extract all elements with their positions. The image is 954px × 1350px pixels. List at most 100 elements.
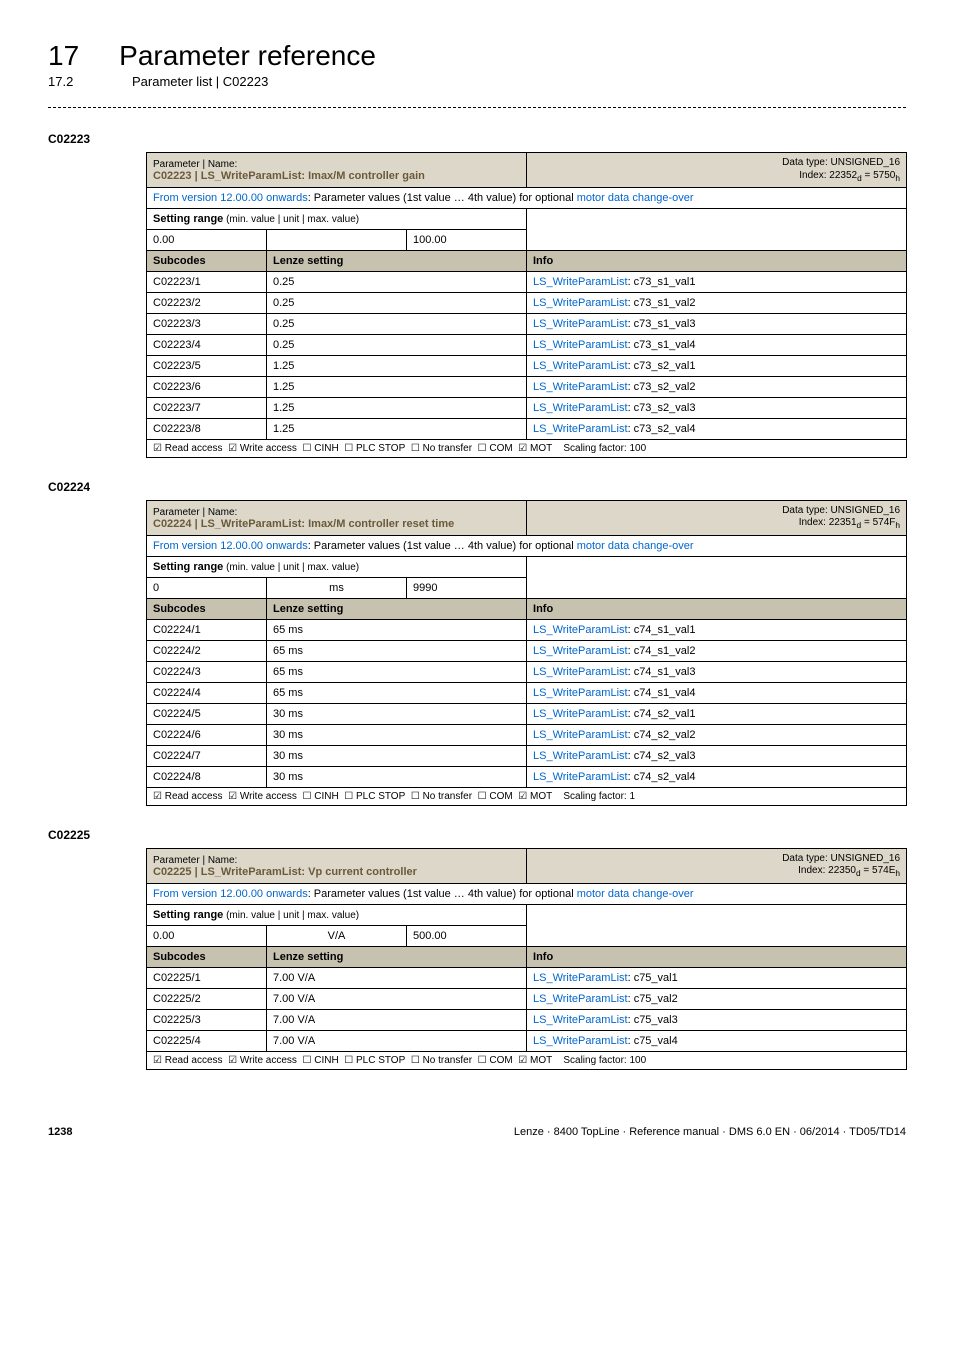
info-link[interactable]: LS_WriteParamList: [533, 624, 628, 636]
cell-value: 0.25: [267, 271, 527, 292]
cell-value: 0.25: [267, 334, 527, 355]
cell-value: 30 ms: [267, 724, 527, 745]
param-header-meta: Data type: UNSIGNED_16Index: 22351d = 57…: [527, 500, 907, 535]
param-code-heading: C02223: [48, 132, 906, 146]
cell-subcode: C02224/3: [147, 661, 267, 682]
table-row: C02223/61.25LS_WriteParamList: c73_s2_va…: [147, 376, 907, 397]
cell-info: LS_WriteParamList: c73_s2_val3: [527, 397, 907, 418]
range-min: 0.00: [147, 925, 267, 946]
col-subcodes: Subcodes: [147, 250, 267, 271]
table-row: C02225/47.00 V/ALS_WriteParamList: c75_v…: [147, 1030, 907, 1051]
cell-info: LS_WriteParamList: c74_s2_val3: [527, 745, 907, 766]
table-row: C02224/465 msLS_WriteParamList: c74_s1_v…: [147, 682, 907, 703]
table-row: C02223/81.25LS_WriteParamList: c73_s2_va…: [147, 418, 907, 439]
param-table: Parameter | Name:C02224 | LS_WriteParamL…: [146, 500, 907, 806]
table-row: C02223/51.25LS_WriteParamList: c73_s2_va…: [147, 355, 907, 376]
cell-subcode: C02224/6: [147, 724, 267, 745]
info-link[interactable]: LS_WriteParamList: [533, 318, 628, 330]
range-unit: V/A: [267, 925, 407, 946]
cell-subcode: C02223/5: [147, 355, 267, 376]
cell-info: LS_WriteParamList: c74_s1_val1: [527, 619, 907, 640]
setting-range-empty: [527, 904, 907, 946]
cell-subcode: C02224/5: [147, 703, 267, 724]
info-link[interactable]: LS_WriteParamList: [533, 339, 628, 351]
info-link[interactable]: LS_WriteParamList: [533, 708, 628, 720]
cell-info: LS_WriteParamList: c74_s1_val3: [527, 661, 907, 682]
info-link[interactable]: LS_WriteParamList: [533, 360, 628, 372]
setting-range-empty: [527, 556, 907, 598]
section-line: 17.2 Parameter list | C02223: [48, 74, 906, 89]
info-link[interactable]: LS_WriteParamList: [533, 972, 628, 984]
param-code-heading: C02224: [48, 480, 906, 494]
cell-info: LS_WriteParamList: c73_s1_val2: [527, 292, 907, 313]
cell-value: 7.00 V/A: [267, 988, 527, 1009]
range-unit: [267, 229, 407, 250]
cell-value: 30 ms: [267, 745, 527, 766]
cell-info: LS_WriteParamList: c74_s1_val2: [527, 640, 907, 661]
table-row: C02223/20.25LS_WriteParamList: c73_s1_va…: [147, 292, 907, 313]
col-info: Info: [527, 250, 907, 271]
cell-info: LS_WriteParamList: c74_s2_val4: [527, 766, 907, 787]
info-link[interactable]: LS_WriteParamList: [533, 297, 628, 309]
cell-info: LS_WriteParamList: c75_val1: [527, 967, 907, 988]
table-row: C02224/265 msLS_WriteParamList: c74_s1_v…: [147, 640, 907, 661]
param-desc: From version 12.00.00 onwards: Parameter…: [147, 883, 907, 904]
info-link[interactable]: LS_WriteParamList: [533, 1014, 628, 1026]
param-header-title: Parameter | Name:C02224 | LS_WriteParamL…: [147, 500, 527, 535]
page-number: 1238: [48, 1126, 72, 1138]
table-row: C02225/27.00 V/ALS_WriteParamList: c75_v…: [147, 988, 907, 1009]
chapter-header: 17 Parameter reference: [48, 40, 906, 72]
cell-value: 65 ms: [267, 619, 527, 640]
info-link[interactable]: LS_WriteParamList: [533, 381, 628, 393]
cell-subcode: C02225/2: [147, 988, 267, 1009]
table-row: C02224/830 msLS_WriteParamList: c74_s2_v…: [147, 766, 907, 787]
info-link[interactable]: LS_WriteParamList: [533, 423, 628, 435]
cell-subcode: C02223/2: [147, 292, 267, 313]
range-max: 9990: [407, 577, 527, 598]
cell-info: LS_WriteParamList: c75_val4: [527, 1030, 907, 1051]
col-subcodes: Subcodes: [147, 598, 267, 619]
cell-subcode: C02224/1: [147, 619, 267, 640]
cell-value: 7.00 V/A: [267, 967, 527, 988]
info-link[interactable]: LS_WriteParamList: [533, 645, 628, 657]
table-row: C02223/40.25LS_WriteParamList: c73_s1_va…: [147, 334, 907, 355]
info-link[interactable]: LS_WriteParamList: [533, 750, 628, 762]
cell-value: 0.25: [267, 292, 527, 313]
param-table: Parameter | Name:C02225 | LS_WriteParamL…: [146, 848, 907, 1070]
info-link[interactable]: LS_WriteParamList: [533, 276, 628, 288]
info-link[interactable]: LS_WriteParamList: [533, 993, 628, 1005]
setting-range-label: Setting range (min. value | unit | max. …: [147, 208, 527, 229]
cell-value: 65 ms: [267, 661, 527, 682]
param-table: Parameter | Name:C02223 | LS_WriteParamL…: [146, 152, 907, 458]
section-number: 17.2: [48, 74, 92, 89]
cell-subcode: C02223/6: [147, 376, 267, 397]
cell-info: LS_WriteParamList: c73_s1_val1: [527, 271, 907, 292]
cell-value: 30 ms: [267, 766, 527, 787]
param-header-meta: Data type: UNSIGNED_16Index: 22352d = 57…: [527, 153, 907, 188]
table-row: C02223/30.25LS_WriteParamList: c73_s1_va…: [147, 313, 907, 334]
col-lenze: Lenze setting: [267, 598, 527, 619]
table-row: C02224/365 msLS_WriteParamList: c74_s1_v…: [147, 661, 907, 682]
info-link[interactable]: LS_WriteParamList: [533, 771, 628, 783]
info-link[interactable]: LS_WriteParamList: [533, 687, 628, 699]
table-row: C02224/165 msLS_WriteParamList: c74_s1_v…: [147, 619, 907, 640]
cell-subcode: C02223/7: [147, 397, 267, 418]
cell-info: LS_WriteParamList: c73_s1_val3: [527, 313, 907, 334]
range-unit: ms: [267, 577, 407, 598]
param-header-title: Parameter | Name:C02223 | LS_WriteParamL…: [147, 153, 527, 188]
cell-value: 65 ms: [267, 640, 527, 661]
cell-info: LS_WriteParamList: c75_val2: [527, 988, 907, 1009]
cell-info: LS_WriteParamList: c74_s2_val1: [527, 703, 907, 724]
info-link[interactable]: LS_WriteParamList: [533, 666, 628, 678]
info-link[interactable]: LS_WriteParamList: [533, 729, 628, 741]
cell-value: 7.00 V/A: [267, 1030, 527, 1051]
range-min: 0: [147, 577, 267, 598]
cell-value: 1.25: [267, 397, 527, 418]
info-link[interactable]: LS_WriteParamList: [533, 402, 628, 414]
info-link[interactable]: LS_WriteParamList: [533, 1035, 628, 1047]
table-row: C02224/530 msLS_WriteParamList: c74_s2_v…: [147, 703, 907, 724]
cell-info: LS_WriteParamList: c73_s2_val4: [527, 418, 907, 439]
cell-info: LS_WriteParamList: c73_s1_val4: [527, 334, 907, 355]
col-lenze: Lenze setting: [267, 946, 527, 967]
param-desc: From version 12.00.00 onwards: Parameter…: [147, 535, 907, 556]
